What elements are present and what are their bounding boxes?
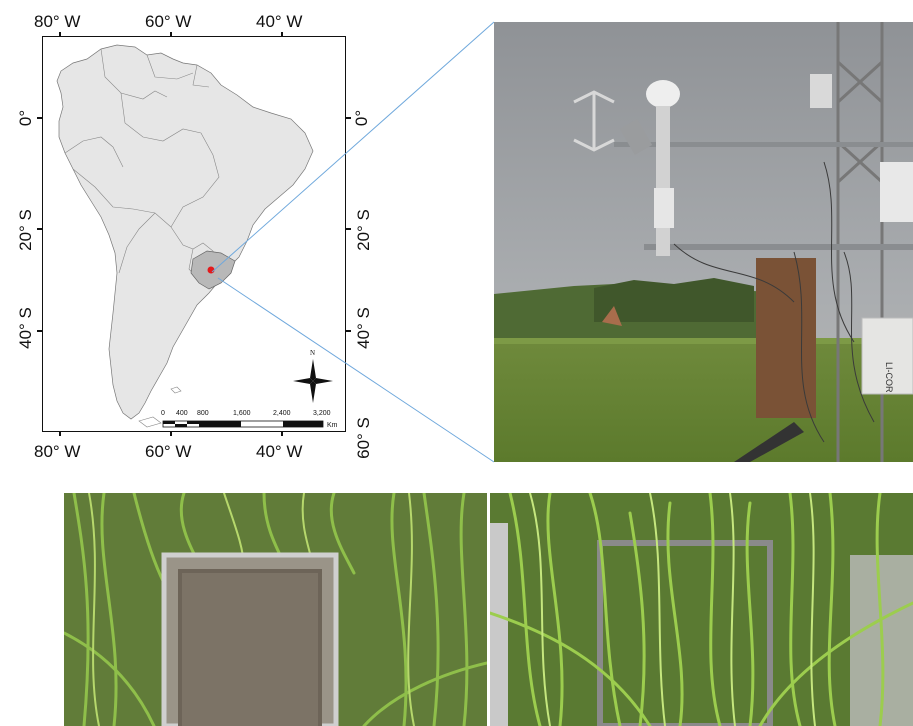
scale-label-3200: 3,200 [313,410,331,417]
scale-bar [162,420,324,428]
country-borders [64,48,220,286]
lon-bottom-60w: 60° W [145,442,192,461]
flux-tower-scene: LI-COR [494,22,913,462]
tick [281,32,283,38]
scale-unit: Km [327,422,338,429]
flux-tower-photo: LI-COR [494,22,913,462]
tick [345,117,351,119]
lon-bottom-40w: 40° W [256,442,303,461]
scale-label-0: 0 [161,410,165,417]
flooded-chamber-photo [64,493,487,726]
tick [170,430,172,436]
tick [59,32,61,38]
tick [170,32,172,38]
scale-label-800: 800 [197,410,209,417]
tick [59,430,61,436]
north-label: N [310,349,315,357]
vegetated-chamber-photo [490,493,913,726]
tick [37,228,43,230]
lon-top-60w: 60° W [145,12,192,31]
tower-instrument-label: LI-COR [884,362,894,393]
scale-label-400: 400 [176,410,188,417]
tick [345,330,351,332]
scale-label-2400: 2,400 [273,410,291,417]
scale-label-1600: 1,600 [233,410,251,417]
tick [37,117,43,119]
south-america-map: N [56,44,333,428]
lon-top-80w: 80° W [34,12,81,31]
tick [345,228,351,230]
lon-top-40w: 40° W [256,12,303,31]
map-frame: N 0 400 800 1,600 2,400 3,200 Km [42,36,346,432]
tick [37,330,43,332]
north-arrow [293,359,333,403]
lon-bottom-80w: 80° W [34,442,81,461]
islands [138,386,182,428]
tick [281,430,283,436]
